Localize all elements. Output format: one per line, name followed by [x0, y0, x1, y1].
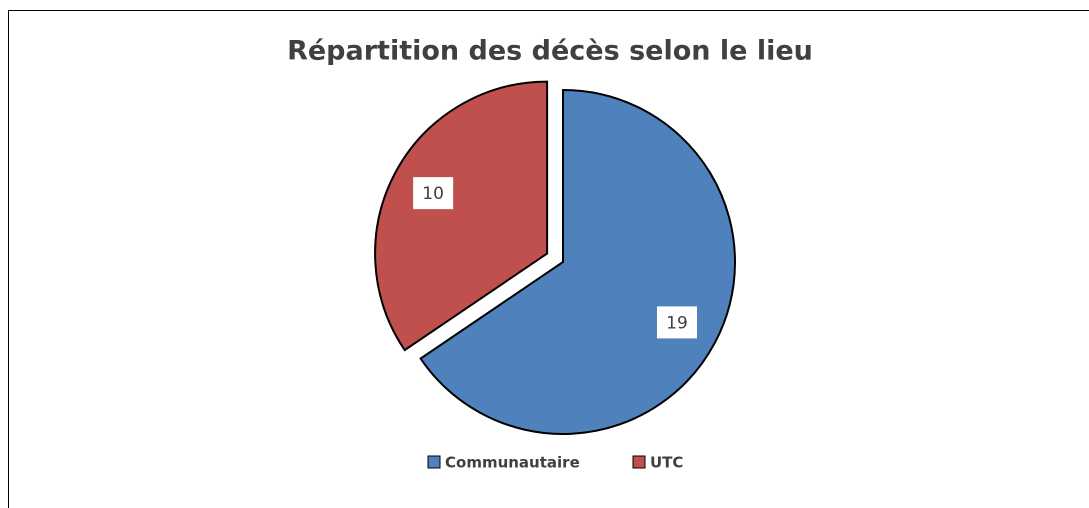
legend-swatch — [427, 455, 441, 469]
pie-slice — [419, 88, 736, 435]
pie-slice — [374, 80, 549, 352]
legend-swatch — [632, 455, 646, 469]
chart-title: Répartition des décès selon le lieu — [287, 36, 813, 67]
data-label-box — [413, 177, 454, 210]
data-label: 10 — [422, 184, 444, 204]
data-label: 19 — [666, 313, 688, 333]
legend-label: UTC — [650, 454, 683, 472]
data-label-box — [656, 306, 697, 339]
legend-label: Communautaire — [445, 454, 580, 472]
